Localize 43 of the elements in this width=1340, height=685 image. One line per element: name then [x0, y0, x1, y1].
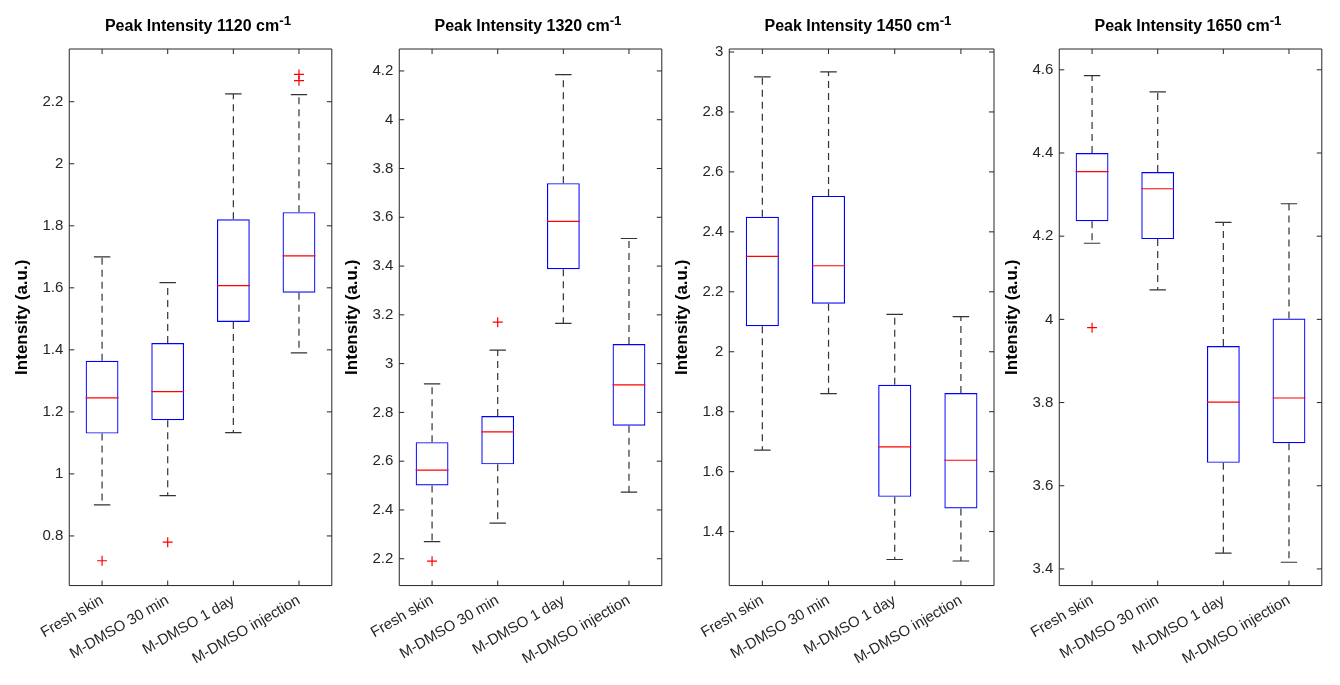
y-tick-label: 2.4 — [372, 500, 394, 518]
y-tick-label: 1.4 — [702, 521, 724, 539]
y-tick-label: 4.4 — [1032, 143, 1054, 161]
y-tick-label: 3.8 — [1032, 392, 1054, 410]
y-tick-label: 1.8 — [702, 401, 724, 419]
y-tick-label: 4.6 — [1032, 59, 1054, 77]
y-tick-label: 2 — [54, 153, 64, 171]
y-tick-label: 1.2 — [42, 402, 64, 420]
y-tick-label: 2.2 — [42, 91, 64, 109]
y-tick-label: 2.8 — [372, 402, 394, 420]
y-tick-label: 2.4 — [702, 221, 724, 239]
chart-title: Peak Intensity 1450 cm$^{-1}$ — [763, 12, 952, 35]
y-tick-label: 1.6 — [702, 461, 724, 479]
chart-title: Peak Intensity 1120 cm$^{-1}$ — [103, 12, 292, 35]
y-tick-label: 3 — [714, 42, 724, 60]
y-tick-label: 3 — [384, 353, 394, 371]
y-tick-label: 4 — [384, 109, 394, 127]
y-tick-label: 2.2 — [702, 281, 724, 299]
y-tick-label: 3.6 — [1032, 475, 1054, 493]
y-tick-label: 1 — [54, 464, 64, 482]
y-tick-label: 2 — [714, 341, 724, 359]
y-tick-label: 1.6 — [42, 277, 64, 295]
chart-title: Peak Intensity 1320 cm$^{-1}$ — [433, 12, 622, 35]
y-tick-label: 3.4 — [372, 256, 394, 274]
y-tick-label: 0.8 — [42, 526, 64, 544]
y-tick-label: 3.4 — [1032, 559, 1054, 577]
y-tick-label: 1.8 — [42, 215, 64, 233]
y-tick-label: 3.6 — [372, 207, 394, 225]
y-axis-title: Intensity (a.u.) — [341, 259, 361, 375]
y-tick-label: 4.2 — [372, 61, 394, 79]
y-tick-label: 2.2 — [372, 548, 394, 566]
y-axis-title: Intensity (a.u.) — [671, 259, 691, 375]
chart-title: Peak Intensity 1650 cm$^{-1}$ — [1093, 12, 1282, 35]
y-tick-label: 4.2 — [1032, 226, 1054, 244]
y-axis-title: Intensity (a.u.) — [11, 259, 31, 375]
y-tick-label: 1.4 — [42, 339, 64, 357]
y-tick-label: 4 — [1044, 309, 1054, 327]
y-tick-label: 3.2 — [372, 304, 394, 322]
y-tick-label: 2.6 — [372, 451, 394, 469]
y-tick-label: 2.6 — [702, 162, 724, 180]
y-tick-label: 3.8 — [372, 158, 394, 176]
y-axis-title: Intensity (a.u.) — [1001, 259, 1021, 375]
y-tick-label: 2.8 — [702, 102, 724, 120]
